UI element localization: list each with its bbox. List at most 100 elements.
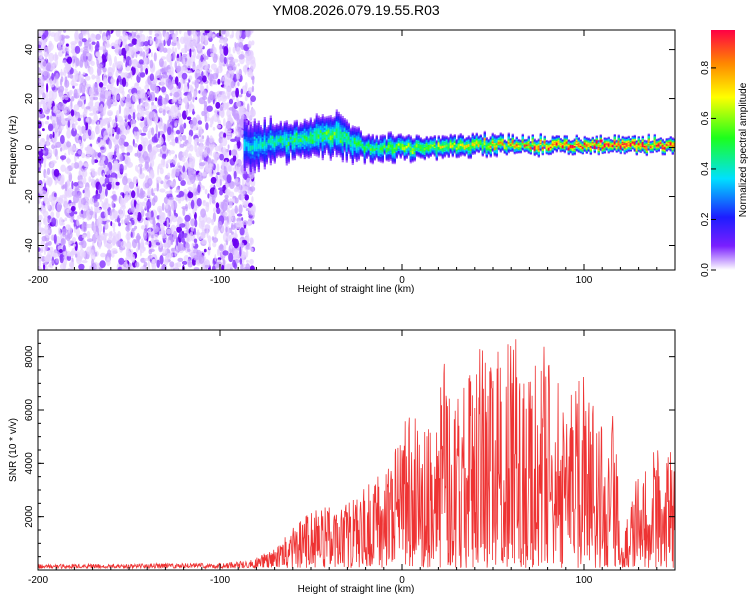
- heatmap-noise-cell: [186, 241, 188, 247]
- heatmap-noise-cell: [140, 238, 145, 249]
- heatmap-noise-cell: [182, 207, 186, 217]
- heatmap-noise-cell: [201, 96, 208, 100]
- heatmap-band-cell: [327, 133, 330, 138]
- heatmap-noise-cell: [45, 62, 52, 71]
- heatmap-noise-cell: [43, 102, 46, 113]
- heatmap-noise-cell: [237, 63, 240, 67]
- heatmap-noise-cell: [123, 141, 129, 147]
- heatmap-noise-cell: [38, 266, 42, 270]
- heatmap-noise-cell: [236, 100, 241, 108]
- heatmap-noise-cell: [136, 34, 140, 40]
- heatmap-noise-cell: [113, 122, 117, 127]
- heatmap-noise-cell: [116, 78, 119, 87]
- heatmap-noise-cell: [147, 188, 150, 198]
- heatmap-noise-cell: [223, 243, 227, 252]
- heatmap-noise-cell: [233, 249, 239, 258]
- heatmap-noise-cell: [202, 200, 207, 207]
- heatmap-band-cell: [395, 146, 398, 149]
- heatmap-noise-cell: [113, 160, 119, 170]
- heatmap-noise-cell: [233, 238, 240, 249]
- heatmap-noise-cell: [145, 68, 149, 75]
- heatmap-noise-cell: [246, 220, 252, 227]
- heatmap-noise-cell: [51, 115, 57, 124]
- heatmap-noise-cell: [210, 53, 215, 58]
- heatmap-noise-cell: [69, 91, 72, 100]
- heatmap-band-cell: [495, 145, 498, 148]
- heatmap-noise-cell: [115, 61, 122, 69]
- heatmap-noise-cell: [74, 241, 78, 252]
- heatmap-noise-cell: [104, 90, 109, 99]
- heatmap-band-cell: [459, 143, 462, 146]
- heatmap-noise-cell: [91, 41, 96, 45]
- heatmap-noise-cell: [181, 174, 187, 179]
- heatmap-noise-cell: [212, 126, 216, 131]
- heatmap-noise-cell: [205, 122, 209, 131]
- heatmap-noise-cell: [58, 102, 65, 110]
- heatmap-band-cell: [507, 141, 510, 144]
- heatmap-noise-cell: [182, 165, 186, 173]
- heatmap-noise-cell: [249, 258, 254, 265]
- heatmap-noise-cell: [224, 194, 229, 199]
- heatmap-noise-cell: [49, 261, 52, 267]
- heatmap-noise-cell: [67, 240, 73, 245]
- heatmap-noise-cell: [183, 122, 187, 129]
- heatmap-band-cell: [573, 146, 576, 148]
- heatmap-noise-cell: [136, 86, 142, 96]
- heatmap-noise-cell: [238, 204, 243, 214]
- heatmap-noise-cell: [78, 160, 83, 169]
- heatmap-noise-cell: [63, 110, 68, 114]
- heatmap-noise-cell: [127, 248, 131, 252]
- heatmap-band-cell: [265, 143, 268, 148]
- heatmap-noise-cell: [159, 68, 166, 73]
- heatmap-noise-cell: [204, 264, 209, 268]
- heatmap-band-cell: [393, 149, 396, 152]
- heatmap-noise-cell: [128, 207, 131, 214]
- heatmap-noise-cell: [158, 58, 164, 68]
- heatmap-noise-cell: [97, 166, 102, 176]
- heatmap-band-cell: [537, 147, 540, 149]
- heatmap-noise-cell: [131, 190, 136, 199]
- heatmap-noise-cell: [71, 82, 79, 87]
- heatmap-noise-cell: [143, 117, 148, 126]
- heatmap-noise-cell: [101, 201, 104, 208]
- heatmap-noise-cell: [219, 106, 224, 111]
- heatmap-band-cell: [579, 145, 582, 148]
- heatmap-band-cell: [587, 144, 590, 146]
- heatmap-noise-cell: [54, 145, 58, 149]
- heatmap-band-cell: [499, 141, 502, 144]
- heatmap-noise-cell: [62, 244, 66, 252]
- heatmap-noise-cell: [99, 260, 106, 268]
- heatmap-noise-cell: [149, 73, 155, 81]
- heatmap-noise-cell: [166, 53, 172, 63]
- heatmap-noise-cell: [223, 56, 227, 65]
- heatmap-noise-cell: [191, 30, 195, 34]
- heatmap-noise-cell: [60, 147, 63, 152]
- heatmap-band-cell: [361, 145, 364, 148]
- heatmap-noise-cell: [40, 160, 44, 164]
- heatmap-band-cell: [575, 142, 578, 144]
- heatmap-noise-cell: [232, 66, 236, 71]
- heatmap-noise-cell: [211, 115, 214, 125]
- heatmap-noise-cell: [164, 60, 167, 68]
- heatmap-noise-cell: [162, 74, 169, 79]
- heatmap-noise-cell: [140, 99, 143, 104]
- heatmap-noise-cell: [178, 165, 182, 169]
- heatmap-noise-cell: [194, 202, 198, 212]
- heatmap-noise-cell: [162, 158, 166, 168]
- heatmap-noise-cell: [96, 217, 102, 227]
- heatmap-band-cell: [539, 141, 542, 144]
- heatmap-noise-cell: [60, 134, 65, 145]
- heatmap-noise-cell: [188, 201, 192, 210]
- heatmap-noise-cell: [214, 253, 217, 262]
- heatmap-noise-cell: [127, 108, 134, 113]
- heatmap-noise-cell: [180, 196, 185, 202]
- heatmap-noise-cell: [182, 97, 189, 104]
- heatmap-noise-cell: [148, 248, 155, 253]
- heatmap-noise-cell: [151, 259, 155, 268]
- heatmap-noise-cell: [195, 72, 198, 80]
- heatmap-band-cell: [301, 137, 304, 141]
- heatmap-noise-cell: [186, 59, 192, 69]
- heatmap-noise-cell: [147, 178, 153, 187]
- heatmap-noise-cell: [211, 218, 215, 226]
- heatmap-noise-cell: [207, 157, 212, 164]
